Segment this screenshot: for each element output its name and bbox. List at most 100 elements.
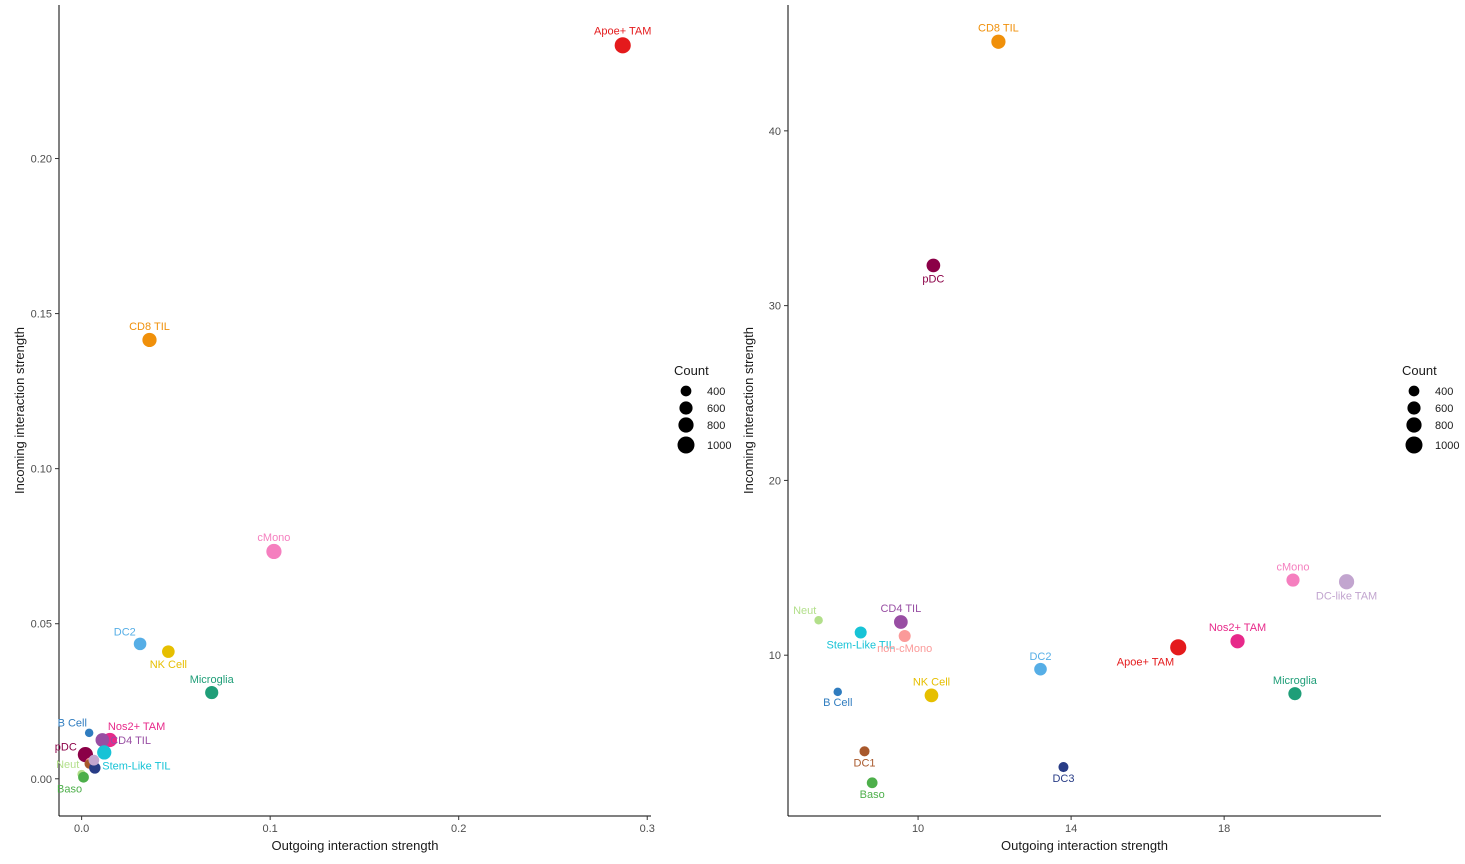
point-label: Stem-Like TIL — [827, 639, 895, 651]
scatter-panel-1: 0.0 0.1 0.2 0.3 0.00 0.05 0.10 0.15 0.20 Outgoing… — [12, 5, 731, 853]
legend-size-key — [678, 417, 694, 433]
y-axis-title: Incoming interaction strength — [741, 327, 756, 494]
point-label: DC1 — [854, 757, 876, 769]
data-point — [205, 685, 219, 700]
y-tick-label: 0.05 — [31, 619, 52, 631]
point-label: Microglia — [190, 674, 235, 686]
y-tick-label: 0.10 — [31, 464, 52, 476]
x-tick-label: 10 — [912, 823, 924, 835]
data-point — [991, 34, 1006, 49]
data-point — [854, 626, 867, 639]
data-point — [1170, 639, 1187, 656]
data-point — [84, 728, 94, 738]
data-point — [924, 688, 939, 703]
point-label: Neut — [56, 759, 79, 771]
y-tick-label: 0.15 — [31, 309, 52, 321]
y-tick-label: 20 — [769, 475, 781, 487]
point-label: DC2 — [114, 627, 136, 639]
data-point — [142, 332, 157, 348]
data-point — [1286, 573, 1300, 587]
point-label: CD4 TIL — [110, 735, 151, 747]
point-label: DC-like TAM — [1316, 590, 1377, 602]
x-tick-label: 0.2 — [451, 823, 466, 835]
y-tick-label: 0.00 — [31, 774, 52, 786]
legend-label: 600 — [1435, 403, 1453, 415]
data-point — [926, 258, 941, 273]
y-tick-label: 10 — [769, 650, 781, 662]
scatter-panel-2: 10 14 18 10 20 30 40 Outgoing interaction stren… — [741, 5, 1459, 853]
point-label: Stem-Like TIL — [102, 761, 170, 773]
legend-size-key — [1406, 417, 1422, 433]
point-label: Baso — [57, 784, 82, 796]
data-point — [898, 629, 911, 642]
legend-label: 400 — [707, 386, 725, 398]
legend-label: 800 — [707, 420, 725, 432]
legend-label: 800 — [1435, 420, 1453, 432]
data-point — [1288, 687, 1302, 701]
point-label: DC2 — [1029, 651, 1051, 663]
legend-size-key — [677, 436, 695, 454]
data-point — [162, 645, 175, 658]
y-tick-label: 40 — [769, 126, 781, 138]
x-tick-label: 0.1 — [263, 823, 278, 835]
point-label: NK Cell — [150, 659, 187, 671]
x-axis-title: Outgoing interaction strength — [272, 838, 439, 853]
data-point — [1058, 762, 1069, 773]
point-label: Apoe+ TAM — [594, 25, 651, 37]
size-legend: Count 400 600 800 1000 — [1402, 363, 1459, 454]
point-label: Apoe+ TAM — [1117, 656, 1174, 668]
legend-label: 1000 — [1435, 440, 1459, 452]
point-label: NK Cell — [913, 677, 950, 689]
x-tick-label: 14 — [1065, 823, 1077, 835]
x-tick-label: 0.0 — [74, 823, 89, 835]
point-label: cMono — [257, 532, 290, 544]
legend-size-key — [1405, 436, 1423, 454]
x-tick-label: 0.3 — [640, 823, 655, 835]
x-tick-label: 18 — [1218, 823, 1230, 835]
legend-title: Count — [674, 363, 709, 378]
legend-size-key — [679, 401, 693, 415]
legend-title: Count — [1402, 363, 1437, 378]
point-label: CD8 TIL — [978, 23, 1019, 35]
y-axis-title: Incoming interaction strength — [12, 327, 27, 494]
size-legend: Count 400 600 800 1000 — [674, 363, 731, 454]
point-label: CD4 TIL — [880, 603, 921, 615]
point-label: Nos2+ TAM — [1209, 622, 1266, 634]
data-point — [833, 687, 842, 697]
point-label: Baso — [860, 789, 885, 801]
data-point — [78, 771, 89, 783]
point-label: pDC — [922, 273, 944, 285]
data-point — [266, 543, 282, 560]
legend-size-key — [680, 385, 692, 397]
point-label: Microglia — [1273, 675, 1318, 687]
data-point — [866, 777, 878, 789]
point-label: Nos2+ TAM — [108, 721, 165, 733]
data-point — [1230, 634, 1245, 649]
point-label: Neut — [793, 605, 816, 617]
data-point — [814, 615, 823, 625]
point-label: pDC — [55, 742, 77, 754]
legend-label: 1000 — [707, 440, 731, 452]
legend-label: 400 — [1435, 386, 1453, 398]
legend-label: 600 — [707, 403, 725, 415]
point-label: cMono — [1276, 561, 1309, 573]
legend-size-key — [1408, 385, 1420, 397]
point-label: non-cMono — [877, 643, 932, 655]
data-point — [859, 746, 870, 757]
y-tick-label: 30 — [769, 301, 781, 313]
y-tick-label: 0.20 — [31, 154, 52, 166]
point-label: CD8 TIL — [129, 321, 170, 333]
data-point — [133, 637, 147, 651]
data-point — [894, 615, 908, 629]
data-point — [1338, 574, 1355, 590]
legend-size-key — [1407, 401, 1421, 415]
point-label: DC3 — [1052, 773, 1074, 785]
point-label: B Cell — [823, 697, 852, 709]
data-point — [97, 745, 112, 760]
data-point — [95, 733, 110, 747]
data-point — [614, 37, 631, 54]
point-label: B Cell — [58, 718, 87, 730]
x-axis-title: Outgoing interaction strength — [1001, 838, 1168, 853]
data-point — [1034, 662, 1047, 676]
